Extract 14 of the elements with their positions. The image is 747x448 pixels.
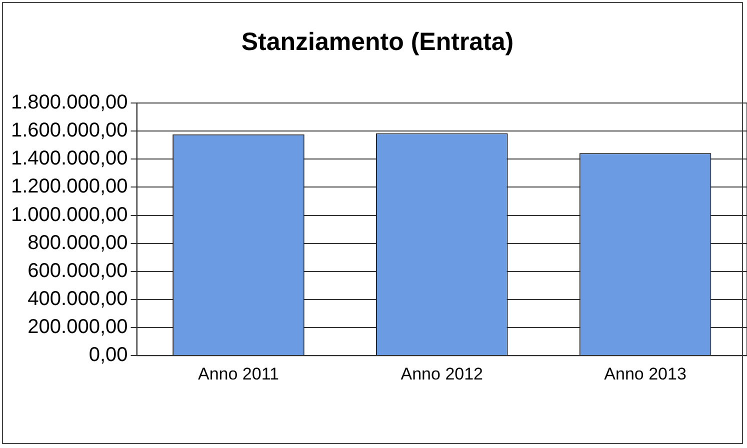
- y-tick-label: 1.400.000,00: [10, 148, 128, 170]
- y-tick-label: 800.000,00: [28, 232, 128, 254]
- x-tick-label: Anno 2013: [604, 364, 686, 384]
- y-tick-label: 1.000.000,00: [10, 204, 128, 226]
- x-tick-label: Anno 2012: [400, 364, 484, 384]
- x-tick-label: Anno 2011: [198, 364, 279, 384]
- y-tick-label: 400.000,00: [28, 288, 128, 310]
- y-tick-label: 0,00: [88, 344, 128, 366]
- y-tick-label: 1.200.000,00: [10, 176, 128, 198]
- y-tick-label: 600.000,00: [28, 260, 128, 282]
- y-tick-label: 1.800.000,00: [10, 92, 128, 114]
- chart-title: Stanziamento (Entrata): [241, 28, 514, 56]
- y-tick-label: 1.600.000,00: [10, 120, 128, 142]
- y-tick-label: 200.000,00: [28, 316, 128, 338]
